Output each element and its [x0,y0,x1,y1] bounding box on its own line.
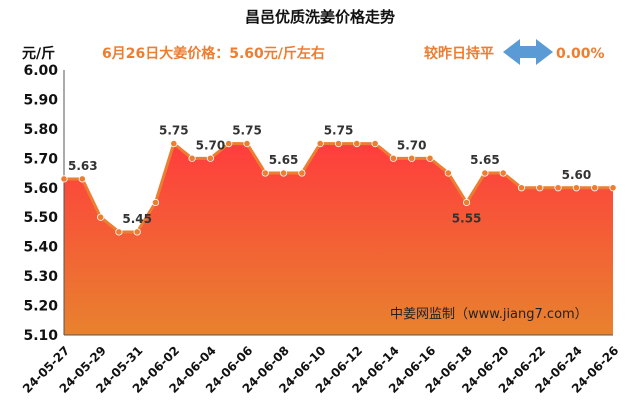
price-point [188,154,196,162]
price-point [426,154,434,162]
price-point [609,184,617,192]
data-label: 5.60 [562,168,592,182]
data-label: 5.45 [122,212,152,226]
price-point [462,198,471,207]
data-label: 5.63 [68,159,98,173]
data-label: 5.70 [196,138,226,152]
price-point [115,228,123,236]
y-tick-label: 5.50 [23,210,58,226]
data-label: 5.75 [159,124,189,138]
data-label: 5.65 [269,153,299,167]
price-point [389,154,397,162]
change-value: 0.00% [556,46,605,62]
price-point [206,154,214,162]
y-tick-label: 5.70 [23,151,58,167]
price-point [536,184,544,192]
y-tick-label: 5.80 [23,122,58,138]
credit-text: 中姜网监制（www.jiang7.com） [390,307,588,322]
price-point [316,140,324,148]
price-point [481,169,489,177]
y-axis-unit: 元/斤 [22,45,55,62]
price-point [60,175,68,183]
data-label: 5.65 [470,153,500,167]
price-point [97,213,105,221]
price-point [444,169,452,177]
price-point [334,140,343,148]
price-point [170,140,178,148]
data-label: 5.55 [452,212,482,226]
price-point [499,169,507,177]
change-label: 较昨日持平 [424,45,494,62]
y-tick-label: 5.10 [23,328,58,344]
price-area [64,143,613,335]
y-tick-label: 5.90 [23,92,58,108]
price-point [298,169,306,177]
price-point [225,140,233,148]
price-point [591,184,599,192]
data-label: 5.75 [232,124,262,138]
y-tick-label: 5.30 [23,269,58,285]
price-point [133,228,141,236]
price-annotation: 6月26日大姜价格：5.60元/斤左右 [102,45,325,62]
price-point [371,140,379,148]
price-point [151,198,160,207]
chart-title: 昌邑优质洗姜价格走势 [245,8,395,26]
y-tick-label: 6.00 [23,63,58,79]
price-point [554,184,562,192]
double-arrow-icon [503,39,553,65]
y-tick-label: 5.60 [23,181,58,197]
price-point [78,175,86,183]
price-point [572,184,581,192]
price-point [517,184,526,192]
price-point [408,154,416,162]
y-tick-label: 5.40 [23,240,58,256]
price-point [243,140,251,148]
price-point [279,169,288,177]
y-tick-label: 5.20 [23,299,58,315]
price-point [261,169,269,177]
data-label: 5.70 [397,138,427,152]
price-point [353,140,361,148]
data-label: 5.75 [324,124,354,138]
